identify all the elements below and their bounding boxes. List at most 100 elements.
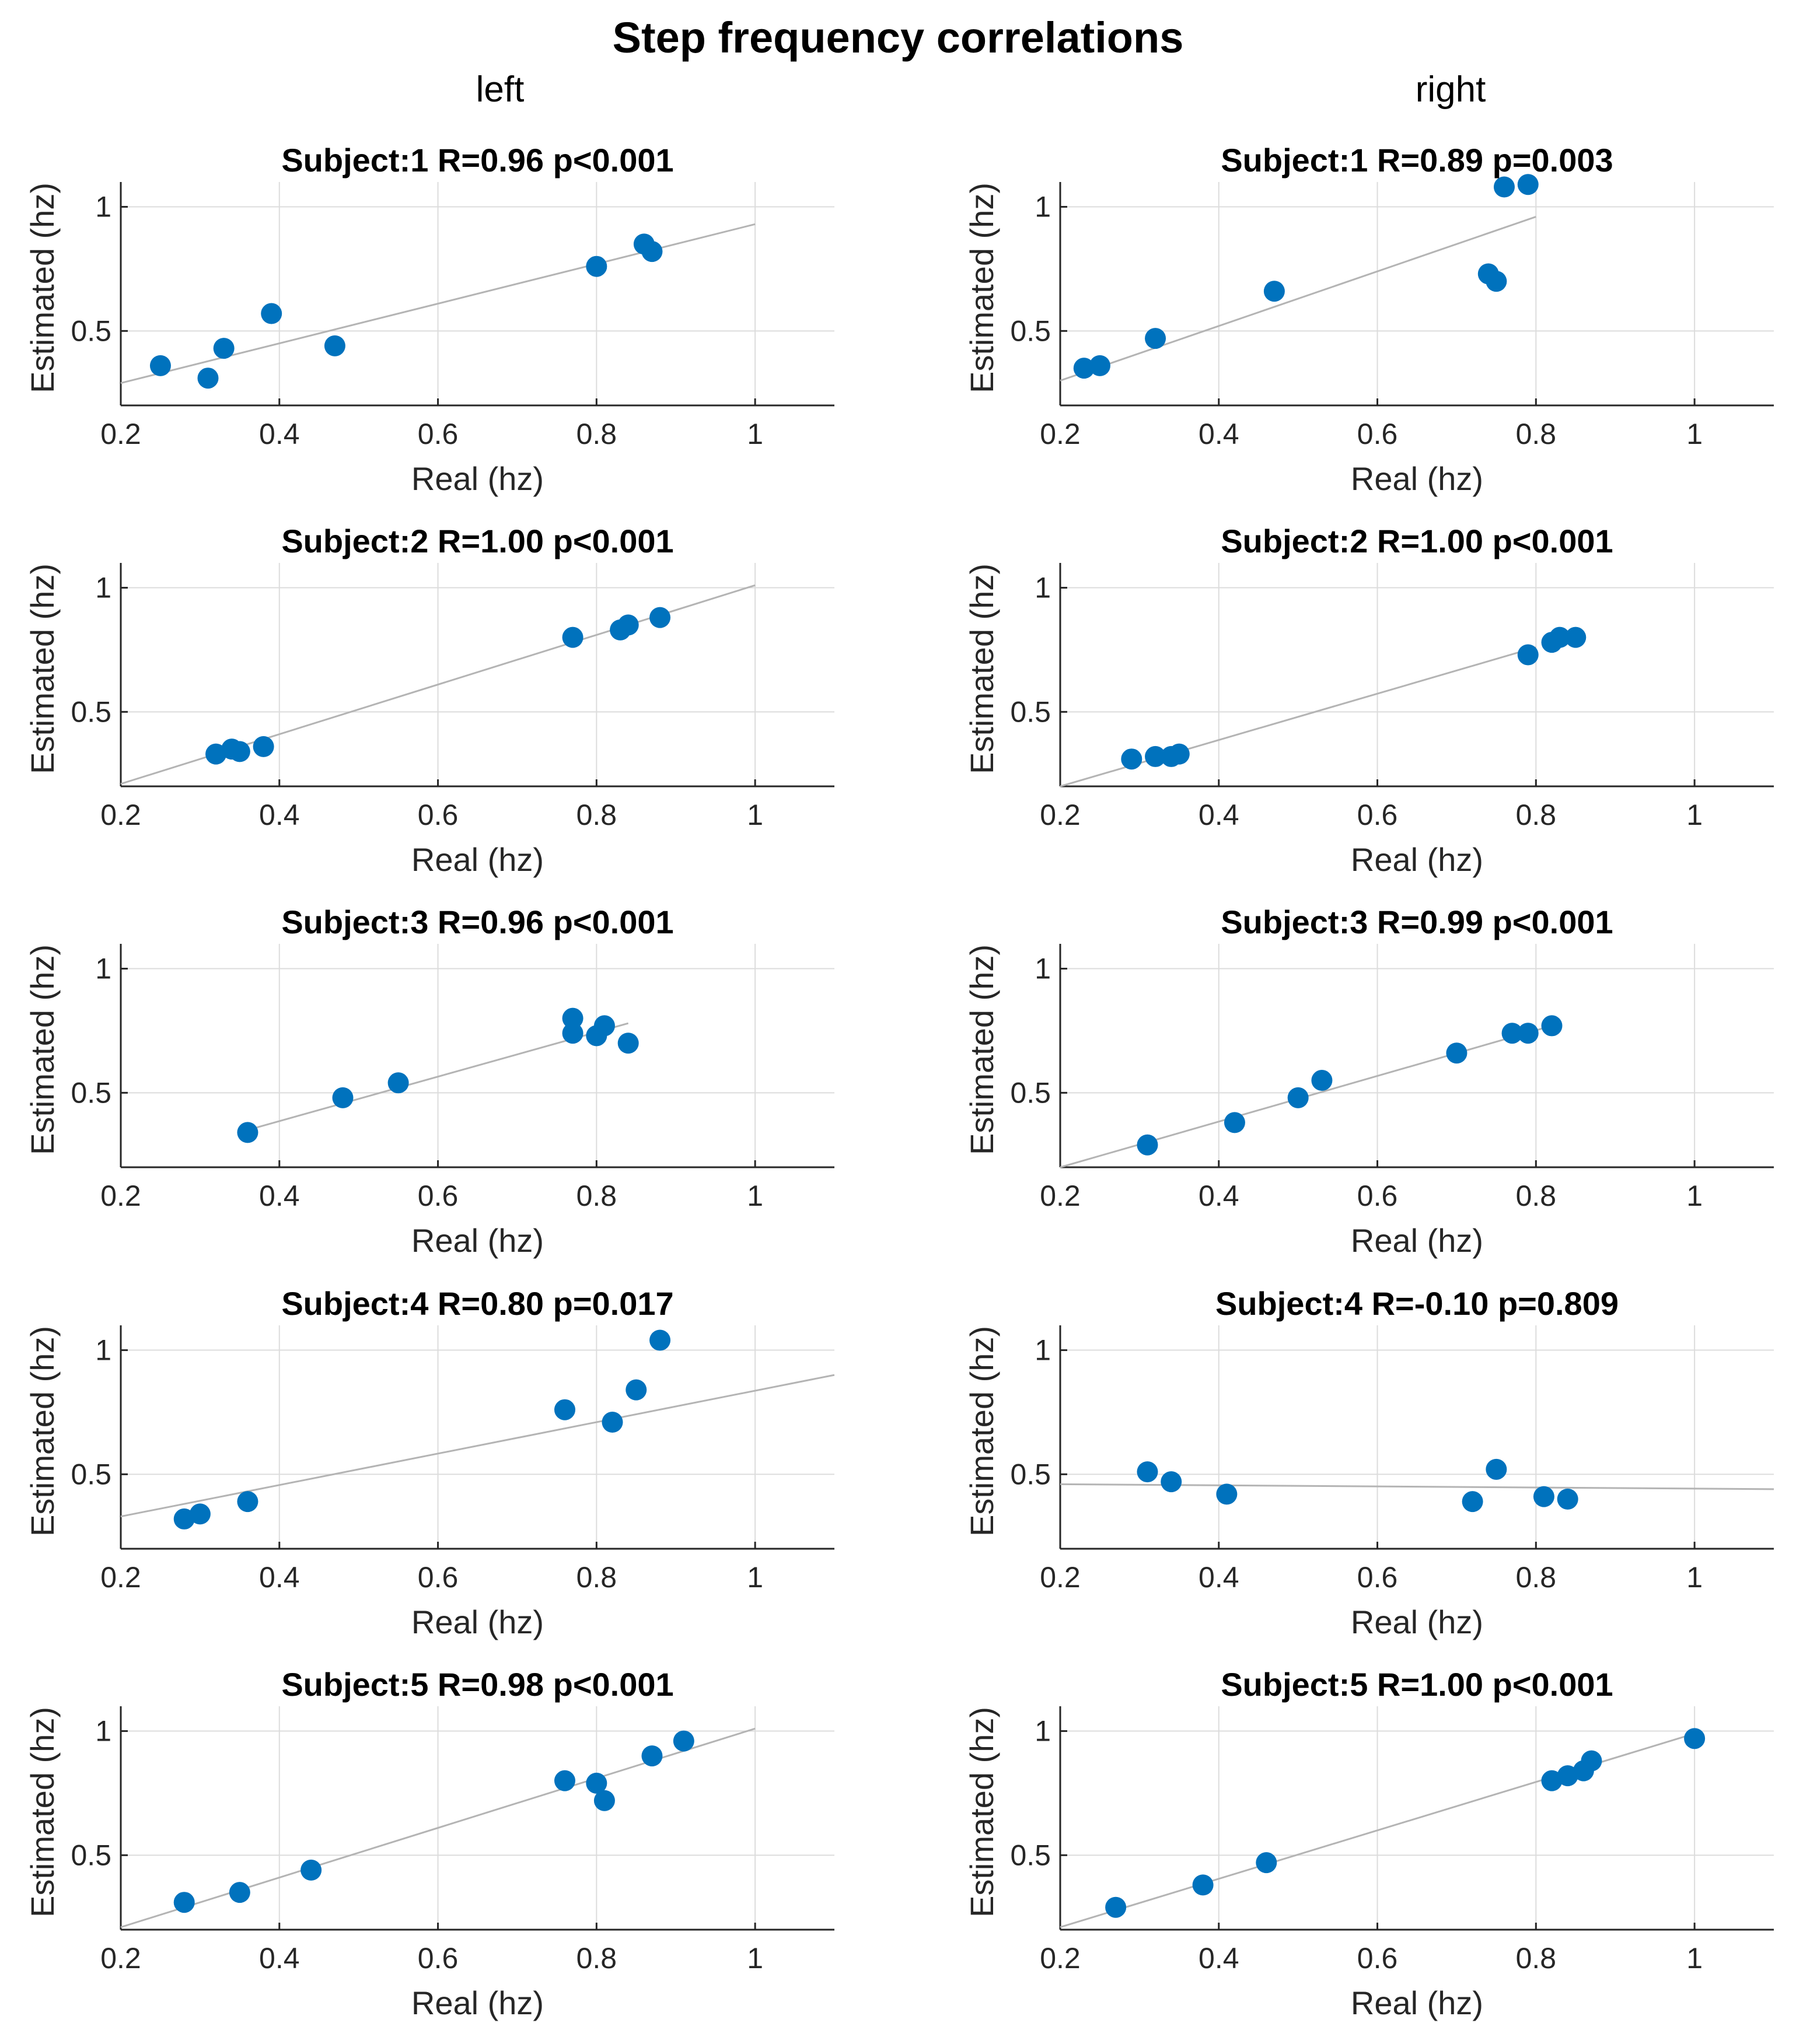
data-point [649, 607, 671, 628]
x-tick-label: 0.8 [1516, 799, 1557, 831]
y-axis-label: Estimated (hz) [963, 183, 1000, 393]
data-point [562, 626, 583, 648]
data-point [1224, 1112, 1245, 1133]
y-axis-label: Estimated (hz) [963, 564, 1000, 774]
x-tick-label: 0.8 [576, 1180, 617, 1212]
data-point [1581, 1750, 1602, 1772]
regression-line [120, 1374, 835, 1518]
x-tick-label: 1 [1686, 418, 1703, 450]
x-tick-label: 0.6 [1357, 1561, 1398, 1594]
data-point [1446, 1042, 1467, 1064]
x-tick-label: 0.6 [418, 1180, 459, 1212]
panel-title: Subject:1 R=0.96 p<0.001 [281, 142, 673, 178]
y-tick-label: 1 [1035, 1334, 1051, 1367]
scatter-panel-left-subject-2: 0.2 0.4 0.6 0.8 1 0.5 1 Subject:2 R=1.00 p<0.00… [24, 523, 834, 878]
x-tick-label: 1 [747, 1561, 763, 1594]
figure-title: Step frequency correlations [612, 13, 1184, 62]
data-point [1216, 1483, 1238, 1505]
data-point [1557, 1488, 1578, 1510]
x-axis-label: Real (hz) [1351, 841, 1483, 878]
x-tick-label: 0.2 [1040, 1942, 1081, 1975]
panel-title: Subject:5 R=1.00 p<0.001 [1221, 1666, 1613, 1703]
data-point [1517, 644, 1539, 666]
x-tick-label: 0.8 [576, 799, 617, 831]
scatter-panel-right-subject-5: 0.2 0.4 0.6 0.8 1 0.5 1 Subject:5 R=1.00 p<0.00… [963, 1666, 1774, 2021]
scatter-panel-left-subject-4: 0.2 0.4 0.6 0.8 1 0.5 1 Subject:4 R=0.80 p=0.01… [24, 1285, 835, 1640]
y-axis-label: Estimated (hz) [24, 944, 61, 1155]
y-axis-label: Estimated (hz) [963, 944, 1000, 1155]
data-point [173, 1508, 195, 1530]
y-tick-label: 1 [1035, 1715, 1051, 1748]
y-axis-label: Estimated (hz) [963, 1707, 1000, 1917]
data-point [562, 1023, 583, 1044]
x-tick-label: 0.2 [1040, 418, 1081, 450]
data-point [1287, 1087, 1309, 1108]
data-point [1192, 1874, 1214, 1896]
x-tick-label: 0.4 [1199, 1942, 1239, 1975]
x-tick-label: 0.4 [259, 1942, 300, 1975]
data-point [261, 303, 282, 324]
panel-title: Subject:4 R=-0.10 p=0.809 [1215, 1285, 1619, 1322]
data-point [626, 1379, 647, 1401]
panel-title: Subject:2 R=1.00 p<0.001 [1221, 523, 1613, 559]
data-point [586, 256, 607, 277]
data-point [197, 368, 219, 389]
panel-title: Subject:2 R=1.00 p<0.001 [281, 523, 673, 559]
y-tick-label: 0.5 [71, 1458, 111, 1490]
data-point [1168, 743, 1190, 765]
y-tick-label: 1 [1035, 191, 1051, 223]
y-tick-label: 1 [1035, 572, 1051, 604]
data-point [554, 1399, 575, 1420]
x-tick-label: 0.8 [1516, 1942, 1557, 1975]
data-point [1256, 1852, 1277, 1874]
data-point [1311, 1070, 1333, 1091]
x-tick-label: 0.8 [576, 418, 617, 450]
x-axis-label: Real (hz) [411, 1222, 544, 1259]
data-point [673, 1730, 694, 1752]
x-tick-label: 0.6 [1357, 799, 1398, 831]
x-tick-label: 1 [747, 1942, 763, 1975]
y-tick-label: 0.5 [71, 1839, 111, 1871]
data-point [237, 1122, 258, 1143]
data-point [1137, 1134, 1158, 1156]
column-header-right: right [1415, 69, 1486, 110]
x-axis-label: Real (hz) [411, 460, 544, 497]
x-tick-label: 0.4 [1199, 418, 1239, 450]
x-tick-label: 1 [747, 418, 763, 450]
x-tick-label: 0.6 [418, 799, 459, 831]
data-point [1517, 1023, 1539, 1044]
x-axis-label: Real (hz) [1351, 1604, 1483, 1640]
data-point [617, 1032, 639, 1054]
scatter-panel-left-subject-1: 0.2 0.4 0.6 0.8 1 0.5 1 Subject:1 R=0.96 p<0.00… [24, 142, 834, 497]
y-axis-label: Estimated (hz) [24, 1707, 61, 1917]
data-point [1486, 1458, 1507, 1480]
data-point [1121, 748, 1142, 770]
scatter-panel-right-subject-2: 0.2 0.4 0.6 0.8 1 0.5 1 Subject:2 R=1.00 p<0.00… [963, 523, 1774, 878]
data-point [1462, 1491, 1483, 1513]
x-tick-label: 0.8 [1516, 1180, 1557, 1212]
x-tick-label: 1 [1686, 1942, 1703, 1975]
data-point [1137, 1461, 1158, 1483]
data-point [1684, 1728, 1706, 1749]
scatter-panel-left-subject-5: 0.2 0.4 0.6 0.8 1 0.5 1 Subject:5 R=0.98 p<0.00… [24, 1666, 834, 2021]
y-tick-label: 0.5 [71, 1076, 111, 1109]
x-axis-label: Real (hz) [1351, 1222, 1483, 1259]
x-tick-label: 0.4 [259, 1180, 300, 1212]
y-axis-label: Estimated (hz) [24, 564, 61, 774]
y-tick-label: 0.5 [1010, 1458, 1051, 1490]
x-tick-label: 0.8 [576, 1942, 617, 1975]
data-point [324, 335, 345, 356]
data-point [1517, 174, 1539, 195]
data-point [1089, 355, 1110, 376]
data-point [1541, 1770, 1563, 1791]
data-point [205, 743, 227, 765]
x-tick-label: 0.2 [100, 1561, 141, 1594]
x-tick-label: 0.2 [100, 1180, 141, 1212]
x-tick-label: 1 [1686, 799, 1703, 831]
data-point [593, 1015, 615, 1037]
regression-line [1060, 216, 1536, 382]
scatter-panel-right-subject-4: 0.2 0.4 0.6 0.8 1 0.5 1 Subject:4 R=-0.10 p=0.8… [963, 1285, 1774, 1640]
x-tick-label: 0.6 [1357, 418, 1398, 450]
